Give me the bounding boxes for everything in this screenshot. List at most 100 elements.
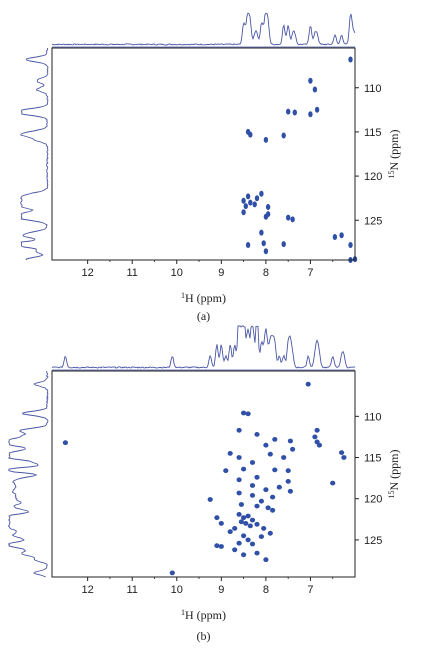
cross-peak xyxy=(276,484,282,490)
cross-peak xyxy=(339,232,344,239)
cross-peak xyxy=(245,242,251,248)
y-axis-label: 15N (ppm) xyxy=(387,450,402,499)
cross-peak xyxy=(287,438,293,444)
cross-peak xyxy=(314,427,320,433)
y-tick-label: 120 xyxy=(364,171,382,183)
y-axis-label-sup: 15 xyxy=(387,171,396,179)
cross-peak xyxy=(236,512,242,517)
y-tick-label: 110 xyxy=(364,411,382,423)
x-tick-label: 11 xyxy=(126,584,137,596)
nitrogen-projection-trace xyxy=(20,47,49,261)
cross-peak xyxy=(314,106,320,113)
cross-peak xyxy=(247,523,253,529)
cross-peak xyxy=(254,503,260,509)
cross-peak xyxy=(263,487,269,493)
x-tick-label: 9 xyxy=(218,584,224,596)
cross-peak xyxy=(312,86,318,93)
cross-peak xyxy=(249,493,256,498)
x-tick-label: 11 xyxy=(126,267,137,279)
cross-peak xyxy=(267,530,273,536)
cross-peak xyxy=(214,543,220,549)
cross-peak xyxy=(236,540,242,546)
cross-peak xyxy=(254,195,260,202)
y-tick-label: 115 xyxy=(364,453,382,465)
cross-peak xyxy=(254,521,260,527)
cross-peak xyxy=(265,204,271,210)
cross-peak xyxy=(245,537,251,543)
cross-peak xyxy=(227,529,233,535)
cross-peak xyxy=(308,111,313,118)
x-tick-label: 7 xyxy=(307,584,313,596)
cross-peak xyxy=(287,488,293,494)
cross-peak xyxy=(249,483,256,488)
x-tick-label: 10 xyxy=(171,584,183,596)
x-tick-label: 12 xyxy=(82,584,94,596)
cross-peak xyxy=(259,190,264,197)
y-tick-label: 120 xyxy=(364,494,382,506)
y-tick-label: 115 xyxy=(364,127,382,139)
cross-peak xyxy=(265,211,271,218)
cross-peak xyxy=(254,474,260,480)
x-tick-label: 9 xyxy=(218,267,224,279)
cross-peak xyxy=(252,201,257,208)
cross-peak xyxy=(286,108,291,115)
cross-peak xyxy=(243,521,249,526)
cross-peak xyxy=(236,455,242,460)
cross-peak xyxy=(243,203,248,210)
cross-peak xyxy=(270,507,276,513)
cross-peak xyxy=(263,136,269,143)
cross-peak xyxy=(207,497,213,502)
y-axis-label: 15N (ppm) xyxy=(387,130,402,179)
cross-peak xyxy=(332,234,338,240)
cross-peak xyxy=(285,479,291,484)
cross-peak xyxy=(259,229,264,236)
cross-peak xyxy=(316,442,322,448)
cross-peak xyxy=(348,56,353,63)
cross-peak xyxy=(290,216,295,223)
x-axis-label-sup: 1 xyxy=(181,291,185,300)
cross-peak xyxy=(265,505,271,511)
cross-peak xyxy=(308,77,313,84)
y-axis-label-main: N (ppm) xyxy=(387,130,401,171)
cross-peak xyxy=(218,521,224,526)
cross-peak xyxy=(286,214,291,221)
cross-peak xyxy=(238,502,244,507)
cross-peak xyxy=(270,494,276,500)
cross-peak xyxy=(236,427,242,433)
cross-peak xyxy=(241,209,246,216)
cross-peak xyxy=(62,440,68,446)
x-tick-label: 7 xyxy=(307,267,313,279)
cross-peak xyxy=(290,446,296,452)
cross-peak xyxy=(254,432,260,437)
cross-peak xyxy=(236,477,242,483)
cross-peak xyxy=(218,544,224,549)
cross-peak xyxy=(261,526,267,531)
cross-peak xyxy=(227,451,233,456)
x-axis-label: 1H (ppm) xyxy=(181,291,226,306)
cross-peak xyxy=(263,442,269,448)
cross-peak xyxy=(248,199,253,206)
cross-peak xyxy=(348,242,353,248)
cross-peak xyxy=(241,197,246,204)
cross-peak xyxy=(232,526,238,531)
cross-peak xyxy=(330,480,336,486)
cross-peak xyxy=(249,460,256,465)
y-axis-label-main: N (ppm) xyxy=(387,450,401,491)
cross-peak xyxy=(281,132,286,139)
x-axis-label-sup: 1 xyxy=(181,608,185,617)
x-axis-label: 1H (ppm) xyxy=(181,608,226,623)
x-axis-label-main: H (ppm) xyxy=(185,608,226,622)
plot-frame xyxy=(51,47,356,261)
cross-peak xyxy=(312,434,318,440)
plot-frame xyxy=(51,370,356,578)
proton-projection-trace xyxy=(51,12,356,46)
cross-peak xyxy=(263,248,269,255)
x-tick-label: 8 xyxy=(263,584,269,596)
y-axis-label-sup: 15 xyxy=(387,491,396,499)
cross-peak xyxy=(232,547,238,553)
panel-caption: (b) xyxy=(197,629,211,643)
x-tick-label: 10 xyxy=(171,267,183,279)
cross-peak xyxy=(249,517,256,523)
